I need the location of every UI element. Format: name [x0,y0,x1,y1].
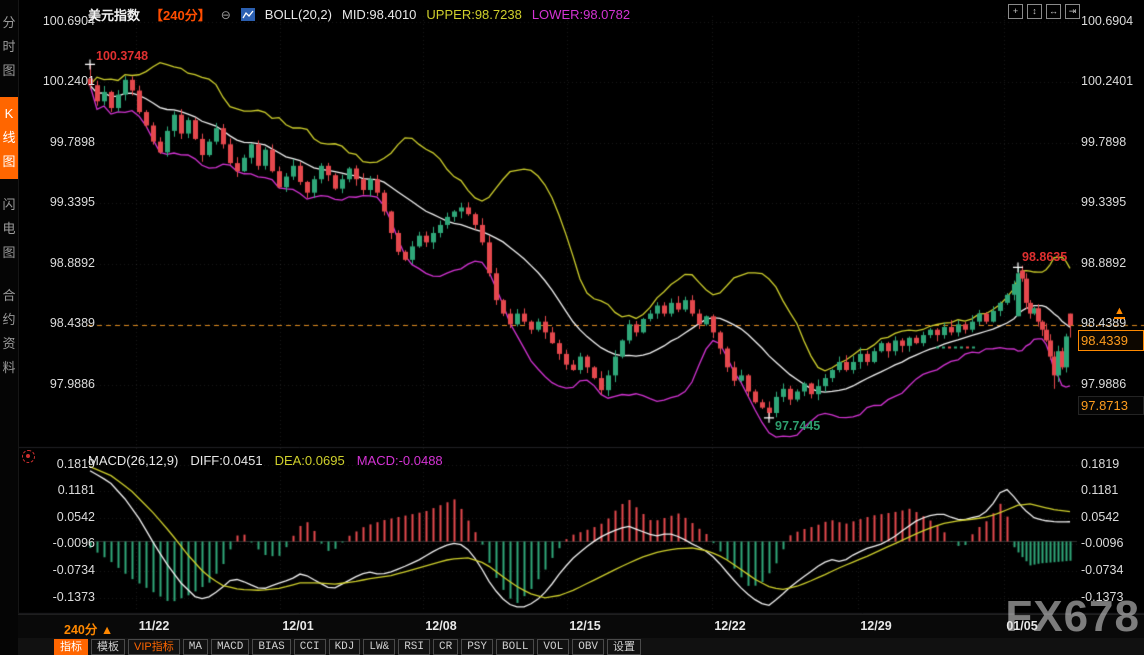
toolbar-button-OBV[interactable]: OBV [572,638,605,655]
macd-header: MACD(26,12,9) DIFF:0.0451 DEA:0.0695 MAC… [88,453,443,468]
toolbar-button-CCI[interactable]: CCI [293,638,326,655]
toolbar-button-设置[interactable]: 设置 [607,638,642,655]
toolbar-button-BOLL[interactable]: BOLL [496,638,535,655]
macd-dea-value: DEA:0.0695 [274,453,345,468]
price-up-arrow-icon: ▲ [1114,305,1125,319]
macd-title: MACD(26,12,9) [88,453,179,468]
toolbar-button-CR[interactable]: CR [433,638,459,655]
toolbar-button-VOL[interactable]: VOL [537,638,570,655]
macd-macd-value: MACD:-0.0488 [356,453,443,468]
toolbar-button-MACD[interactable]: MACD [210,638,250,655]
period-label[interactable]: 【240分】 [150,8,211,23]
date-label-12/15: 12/15 [569,619,601,633]
collapse-icon[interactable]: ⊖ [220,7,231,22]
macd-settings-icon[interactable] [22,450,35,463]
current-price-tag: 98.4339 [1078,330,1144,351]
date-label-12/22: 12/22 [714,619,746,633]
annotation-visible-low: 97.7445 [775,419,821,433]
pan-icon[interactable]: + [1008,4,1023,19]
annotation-recent-high: 98.8635 [1022,250,1068,264]
chart-header: 美元指数 【240分】 ⊖ BOLL(20,2) MID:98.4010 UPP… [88,5,630,24]
date-label-11/22: 11/22 [138,619,170,633]
period-selector[interactable]: 240分 ▲ [64,623,114,637]
lower-band-price-tag: 97.8713 [1078,396,1144,415]
indicator-chart-icon [240,8,255,21]
boll-mid-value: MID:98.4010 [341,7,417,22]
toolbar-button-RSI[interactable]: RSI [398,638,430,655]
date-label-01/05: 01/05 [1006,619,1038,633]
macd-diff-value: DIFF:0.0451 [190,453,263,468]
sidebar-tab-合约资料[interactable]: 合约资料 [2,288,16,375]
boll-upper-value: UPPER:98.7238 [426,7,522,22]
toolbar-button-VIP指标[interactable]: VIP指标 [128,638,180,655]
indicator-toolbar: 指标 模板 VIP指标 MA MACD BIAS CCI KDJ LW& RSI CR PSY BOLL… [18,638,1144,655]
boll-lower-value: LOWER:98.0782 [531,7,631,22]
boll-indicator-label: BOLL(20,2) [264,7,332,22]
toolbar-button-模板[interactable]: 模板 [91,638,125,655]
toolbar-button-KDJ[interactable]: KDJ [328,638,361,655]
date-label-12/08: 12/08 [425,619,457,633]
toolbar-button-指标[interactable]: 指标 [54,638,88,655]
annotation-visible-high: 100.3748 [96,49,149,63]
toolbar-button-PSY[interactable]: PSY [461,638,494,655]
zoom-y-axis-icon[interactable]: ↕ [1027,4,1042,19]
toolbar-button-BIAS[interactable]: BIAS [252,638,291,655]
sidebar-tab-闪电图[interactable]: 闪电图 [2,197,16,260]
date-label-12/01: 12/01 [282,619,314,633]
date-axis-row: 240分 ▲ 11/22 12/01 12/08 12/15 12/22 12/29 01/… [18,614,1144,639]
toolbar-button-MA[interactable]: MA [182,638,208,655]
date-label-12/29: 12/29 [860,619,892,633]
zoom-x-axis-icon[interactable]: ↔ [1046,4,1061,19]
chart-tool-icons: + ↕ ↔ ⇥ [1008,4,1080,19]
reset-view-icon[interactable]: ⇥ [1065,4,1080,19]
symbol-title: 美元指数 [88,8,141,23]
toolbar-button-LW&[interactable]: LW& [363,638,396,655]
sidebar-tab-分时图[interactable]: 分时图 [2,15,16,78]
